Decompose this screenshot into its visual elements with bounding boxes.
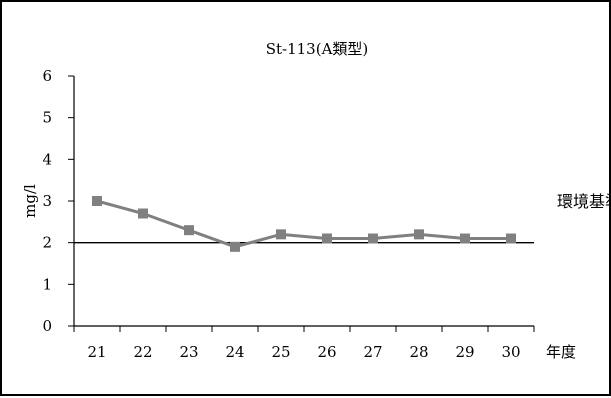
y-axis-title: mg/l [21, 184, 39, 218]
chart-title: St-113(A類型) [266, 40, 369, 58]
data-point-marker [506, 233, 516, 244]
y-tick-label: 3 [42, 192, 52, 210]
data-point-marker [368, 233, 378, 244]
x-tick-label: 21 [87, 343, 106, 361]
y-tick-label: 5 [42, 109, 52, 127]
data-point-marker [460, 233, 470, 244]
x-tick-label: 28 [409, 343, 428, 361]
x-tick-label: 22 [133, 343, 152, 361]
data-point-marker [184, 225, 194, 236]
data-point-marker [322, 233, 332, 244]
x-axis-title: 年度 [546, 343, 576, 361]
data-point-marker [414, 229, 424, 240]
reference-line-label: 環境基準 [557, 192, 611, 211]
series-group [92, 196, 516, 252]
y-tick-label: 1 [42, 275, 52, 293]
x-tick-label: 26 [317, 343, 336, 361]
x-tick-label: 30 [501, 343, 520, 361]
x-tick-label: 27 [363, 343, 382, 361]
data-point-marker [138, 208, 148, 219]
series-line [96, 199, 511, 249]
x-tick-label: 23 [179, 343, 198, 361]
y-tick-label: 0 [42, 317, 52, 335]
x-tick-label: 29 [455, 343, 474, 361]
data-point-marker [230, 241, 240, 252]
y-tick-label: 6 [42, 67, 52, 85]
y-tick-label: 2 [42, 234, 52, 252]
data-point-marker [92, 196, 102, 206]
y-tick-label: 4 [42, 150, 52, 168]
data-point-marker [276, 229, 286, 240]
x-tick-label: 24 [225, 343, 244, 361]
x-tick-label: 25 [271, 343, 290, 361]
